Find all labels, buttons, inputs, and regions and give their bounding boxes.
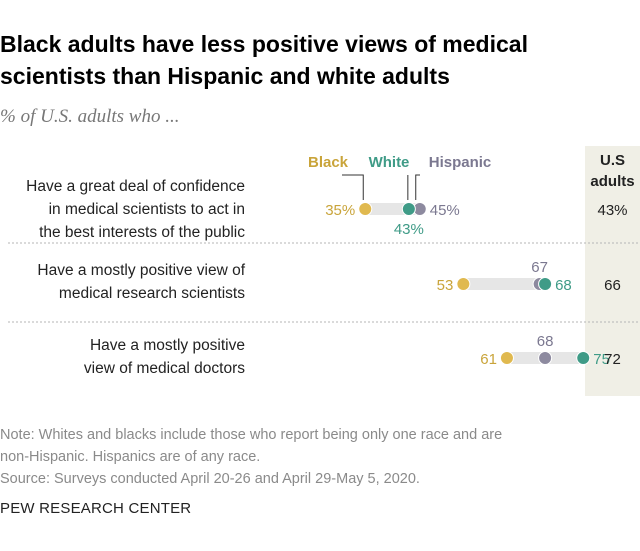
value-label-hispanic-row-1: 45% [430,202,460,219]
dot-hispanic-row-3 [538,351,553,365]
range-bar-row-2 [463,278,546,290]
value-label-black-row-1: 35% [325,202,355,219]
chart-title-line-2: scientists than Hispanic and white adult… [0,63,450,89]
row-label-3-line-1: Have a mostly positive [89,337,245,354]
total-column-background [585,146,640,396]
total-column-header-line-2: adults [590,173,634,190]
total-value-row-1: 43% [597,202,627,219]
value-label-black-row-2: 53 [437,277,454,294]
total-column-header-line-1: U.S [600,152,625,169]
legend-white: White [369,154,410,171]
row-label-2-line-1: Have a mostly positive view of [37,262,245,279]
value-label-hispanic-row-3: 68 [537,333,554,350]
value-label-white-row-1: 43% [394,221,424,238]
row-label-1-line-2: in medical scientists to act in [48,201,245,218]
chart-notes: Note: Whites and blacks include those wh… [0,424,620,490]
dot-black-row-1 [358,202,373,216]
value-label-hispanic-row-2: 67 [531,259,548,276]
legend-leader-black [342,174,364,200]
dot-white-row-3 [576,351,591,365]
value-label-white-row-3: 75 [593,351,610,368]
dot-black-row-3 [499,351,514,365]
note-line-2: non-Hispanic. Hispanics are of any race. [0,449,261,465]
row-label-3-line-2: view of medical doctors [83,360,245,377]
legend-hispanic: Hispanic [429,154,492,171]
legend-leader-hispanic [415,174,420,200]
value-label-white-row-2: 68 [555,277,572,294]
row-label-1-line-1: Have a great deal of confidence [26,178,245,195]
dot-black-row-2 [456,277,471,291]
chart-title-line-1: Black adults have less positive views of… [0,31,528,57]
row-label-2-line-2: medical research scientists [58,285,245,302]
legend-black: Black [308,154,349,171]
dot-white-row-2 [538,277,553,291]
note-line-1: Note: Whites and blacks include those wh… [0,427,503,443]
chart-title: Black adults have less positive views of… [0,28,600,92]
row-label-2: Have a mostly positive view of medical re… [37,259,245,305]
publisher-footer: PEW RESEARCH CENTER [0,500,192,517]
dot-white-row-1 [401,202,416,216]
total-value-row-2: 66 [604,277,621,294]
total-value-row-3: 72 [604,351,621,368]
chart-subtitle: % of U.S. adults who ... [0,106,180,127]
row-label-1: Have a great deal of confidence in medica… [26,175,245,244]
row-label-3: Have a mostly positive view of medical do… [84,334,245,380]
row-label-1-line-3: the best interests of the public [39,224,245,241]
value-label-black-row-3: 61 [480,351,497,368]
source-line: Source: Surveys conducted April 20-26 an… [0,471,420,487]
